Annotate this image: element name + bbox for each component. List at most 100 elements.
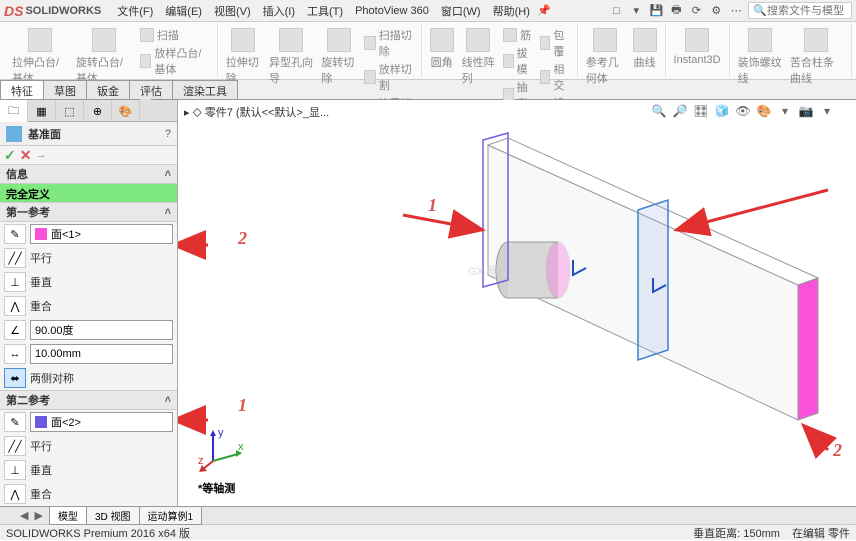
pin-icon[interactable]: 📌 xyxy=(536,3,552,19)
menu-window[interactable]: 窗口(W) xyxy=(435,3,487,19)
instant3d-button[interactable]: Instant3D xyxy=(672,26,723,68)
ribbon-group-instant3d: Instant3D xyxy=(666,24,730,77)
tab-evaluate[interactable]: 评估 xyxy=(129,80,173,99)
intersect-icon xyxy=(540,70,550,84)
menu-view[interactable]: 视图(V) xyxy=(208,3,257,19)
bottom-tab-motion[interactable]: 运动算例1 xyxy=(139,506,203,525)
annotation-2a: 2 xyxy=(238,228,247,249)
ref1-face-select[interactable]: 面<1> xyxy=(30,224,173,244)
appearance-tab[interactable]: 🎨 xyxy=(112,100,140,122)
swept-cut-button[interactable]: 扫描切除 xyxy=(362,26,414,60)
status-fully-defined: 完全定义 xyxy=(0,184,177,202)
angle-icon[interactable]: ∠ xyxy=(4,320,26,340)
intersect-button[interactable]: 相交 xyxy=(538,60,571,94)
options-icon[interactable]: ⚙ xyxy=(708,3,724,19)
ref2-parallel-row[interactable]: ╱╱平行 xyxy=(0,434,177,458)
annotation-1a: 1 xyxy=(428,195,437,216)
ref1-coincident-row[interactable]: ⋀重合 xyxy=(0,294,177,318)
ref2-section-header[interactable]: 第二参考˄ xyxy=(0,390,177,410)
more-icon[interactable]: ⋯ xyxy=(728,3,744,19)
triad-icon[interactable]: y x z xyxy=(198,426,248,476)
open-icon[interactable]: ▾ xyxy=(628,3,644,19)
property-panel: 🗀 ▦ ⬚ ⊕ 🎨 基准面 ? ✓ ✕ → 信息˄ 完全定义 第一参考˄ ✎ 面… xyxy=(0,100,178,506)
ref1-angle-row: ∠90.00度 xyxy=(0,318,177,342)
logo-icon: DS xyxy=(4,3,23,19)
svg-text:y: y xyxy=(218,427,224,439)
dimxpert-tab[interactable]: ⊕ xyxy=(84,100,112,122)
menu-file[interactable]: 文件(F) xyxy=(111,3,159,19)
configuration-tab[interactable]: ⬚ xyxy=(56,100,84,122)
print-icon[interactable]: 🖶 xyxy=(668,3,684,19)
loft-button[interactable]: 放样凸台/基体 xyxy=(138,44,211,78)
ref2-perp-row[interactable]: ⊥垂直 xyxy=(0,458,177,482)
curves-button[interactable]: 曲线 xyxy=(631,26,659,88)
ref2-face-swatch xyxy=(35,416,47,428)
curve-button[interactable]: 苦合柱条曲线 xyxy=(788,26,845,88)
loft-cut-button[interactable]: 放样切割 xyxy=(362,60,414,94)
search-input[interactable] xyxy=(767,5,847,17)
menu-tools[interactable]: 工具(T) xyxy=(301,3,349,19)
revolve-boss-icon xyxy=(92,28,116,52)
ref-geometry-button[interactable]: 参考几何体 xyxy=(584,26,627,88)
ribbon-group-pattern: 圆角 线性阵列 筋 拔模 抽壳 包覆 相交 镜向 xyxy=(422,24,578,77)
property-panel-tabs: 🗀 ▦ ⬚ ⊕ 🎨 xyxy=(0,100,177,122)
rebuild-icon[interactable]: ⟳ xyxy=(688,3,704,19)
tab-sheetmetal[interactable]: 钣金 xyxy=(86,80,130,99)
ref1-angle-input[interactable]: 90.00度 xyxy=(30,320,173,340)
menu-help[interactable]: 帮助(H) xyxy=(487,3,536,19)
tab-sketch[interactable]: 草图 xyxy=(43,80,87,99)
menu-photoview[interactable]: PhotoView 360 xyxy=(349,5,435,17)
property-tab[interactable]: ▦ xyxy=(28,100,56,122)
ref2-coincident-row[interactable]: ⋀重合 xyxy=(0,482,177,506)
ribbon-group-cut: 拉伸切除 异型孔向导 旋转切除 扫描切除 放样切割 边界切除 xyxy=(218,24,422,77)
cancel-button[interactable]: ✕ xyxy=(20,147,32,164)
feature-tree-tab[interactable]: 🗀 xyxy=(0,100,28,122)
bottom-tab-3dview[interactable]: 3D 视图 xyxy=(86,506,140,525)
draft-button[interactable]: 拔模 xyxy=(501,44,534,78)
rib-button[interactable]: 筋 xyxy=(501,26,534,44)
sweep-icon xyxy=(140,28,154,42)
property-header: 基准面 ? xyxy=(0,122,177,146)
menubar-right: □ ▾ 💾 🖶 ⟳ ⚙ ⋯ 🔍 xyxy=(608,2,856,19)
help-icon[interactable]: ? xyxy=(165,128,171,140)
info-section-header[interactable]: 信息˄ xyxy=(0,164,177,184)
ref1-parallel-row[interactable]: ╱╱平行 xyxy=(0,246,177,270)
search-box[interactable]: 🔍 xyxy=(748,2,852,19)
curves-icon xyxy=(633,28,657,52)
ref1-select-icon[interactable]: ✎ xyxy=(4,224,26,244)
status-version: SOLIDWORKS Premium 2016 x64 版 xyxy=(6,525,190,541)
ref1-face-swatch xyxy=(35,228,47,240)
ref1-face-row: ✎ 面<1> xyxy=(0,222,177,246)
save-icon[interactable]: 💾 xyxy=(648,3,664,19)
menu-insert[interactable]: 插入(I) xyxy=(257,3,301,19)
tab-render[interactable]: 渲染工具 xyxy=(172,80,238,99)
ref2-face-select[interactable]: 面<2> xyxy=(30,412,173,432)
bottom-tab-nav-right[interactable]: ▶ xyxy=(34,509,42,522)
loft-cut-icon xyxy=(364,70,375,84)
ref1-symmetric-row[interactable]: ⬌两侧对称 xyxy=(0,366,177,390)
new-icon[interactable]: □ xyxy=(608,3,624,19)
viewport-3d[interactable]: ▸ ⬦ 零件7 (默认<<默认>_显... 🔍 🔎 🎛 🧊 👁 🎨 ▾ 📷 ▾ xyxy=(178,100,856,506)
curve-icon xyxy=(804,28,828,52)
parallel-icon: ╱╱ xyxy=(4,248,26,268)
bottom-tab-model[interactable]: 模型 xyxy=(49,506,87,525)
parallel-icon-2: ╱╱ xyxy=(4,436,26,456)
tab-features[interactable]: 特征 xyxy=(0,80,44,99)
sweep-button[interactable]: 扫描 xyxy=(138,26,211,44)
menu-bar: DS SOLIDWORKS 文件(F) 编辑(E) 视图(V) 插入(I) 工具… xyxy=(0,0,856,22)
extrude-boss-icon xyxy=(28,28,52,52)
bottom-tab-nav-left[interactable]: ◀ xyxy=(20,509,28,522)
logo-text: SOLIDWORKS xyxy=(25,5,101,17)
ref1-perp-row[interactable]: ⊥垂直 xyxy=(0,270,177,294)
ref1-offset-input[interactable]: 10.00mm xyxy=(30,344,173,364)
ref1-section-header[interactable]: 第一参考˄ xyxy=(0,202,177,222)
thread-button[interactable]: 装饰螺纹线 xyxy=(736,26,784,88)
menu-edit[interactable]: 编辑(E) xyxy=(159,3,208,19)
preview-button[interactable]: → xyxy=(35,149,46,161)
ref1-face-label: 面<1> xyxy=(51,226,81,242)
ref2-select-icon[interactable]: ✎ xyxy=(4,412,26,432)
wrap-button[interactable]: 包覆 xyxy=(538,26,571,60)
offset-icon[interactable]: ↔ xyxy=(4,344,26,364)
ribbon-group-features: 拉伸凸台/基体 旋转凸台/基体 扫描 放样凸台/基体 边界凸台/基体 xyxy=(4,24,218,77)
ok-button[interactable]: ✓ xyxy=(4,147,16,164)
